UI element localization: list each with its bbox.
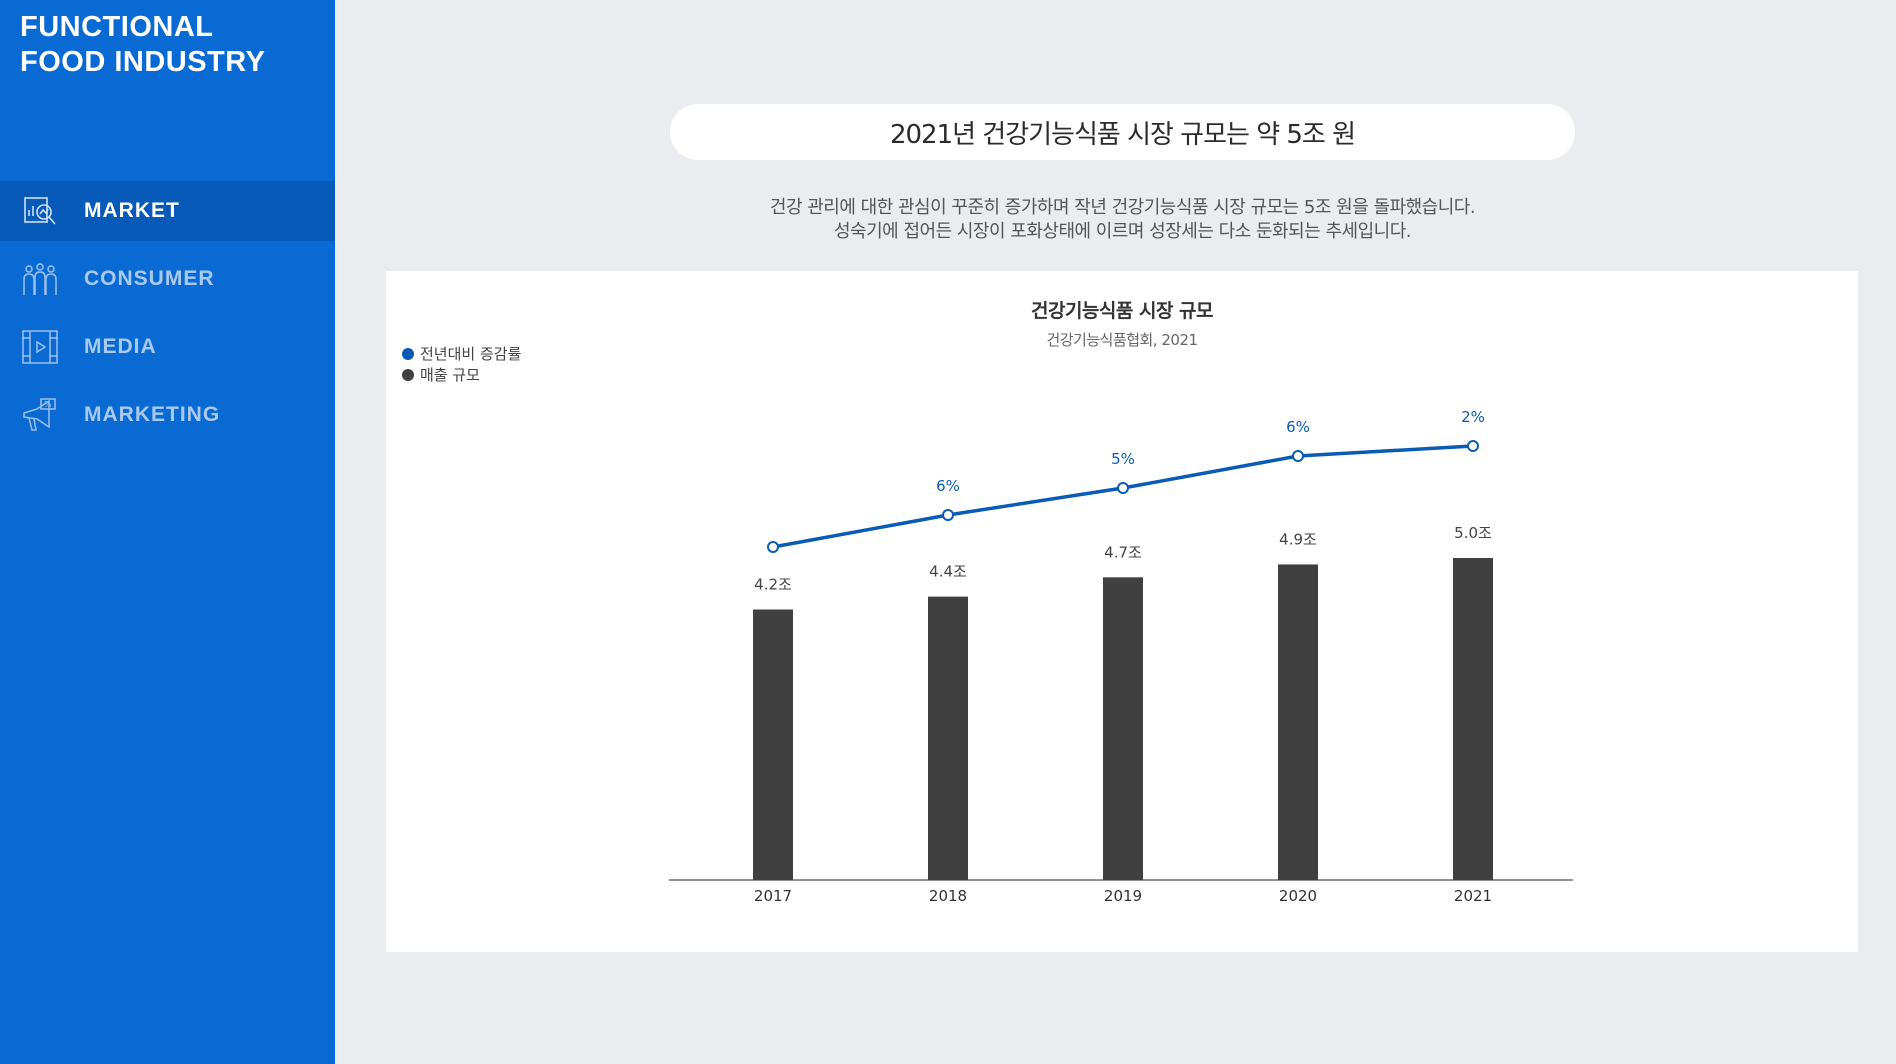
description-line-1: 건강 관리에 대한 관심이 꾸준히 증가하며 작년 건강기능식품 시장 규모는 … [769,197,1476,218]
brand-line-1: FUNCTIONAL [20,11,214,43]
legend-swatch-growth [402,347,414,360]
line-point-2020 [1292,450,1304,462]
bar-2020 [1278,564,1318,880]
bar-label-2017: 4.2조 [754,576,792,594]
sidebar-item-label: CONSUMER [84,267,215,290]
sidebar-item-label: MARKETING [84,403,221,426]
sidebar-item-label: MEDIA [84,335,157,358]
bar-label-2018: 4.4조 [929,563,967,581]
sidebar-nav: MARKET CONSUMER [0,181,335,453]
line-point-2018 [942,509,954,521]
market-analysis-icon [20,191,60,231]
line-point-2019 [1117,482,1129,494]
bar-2017 [753,609,793,880]
svg-text:%: % [44,400,52,409]
chart-legend: 전년대비 증감률 매출 규모 [402,343,521,385]
video-icon [20,327,60,367]
tick-label-2021: 2021 [1454,887,1492,905]
description-line-2: 성숙기에 접어든 시장이 포화상태에 이르며 성장세는 다소 둔화되는 추세입니… [834,221,1411,242]
line-point-2017 [767,541,779,553]
bar-label-2021: 5.0조 [1454,524,1492,542]
chart-subtitle: 건강기능식품협회, 2021 [1046,331,1198,349]
bar-2019 [1103,577,1143,880]
tick-label-2020: 2020 [1279,887,1317,905]
sidebar: FUNCTIONAL FOOD INDUSTRY MARKET [0,0,335,1064]
chart-title: 건강기능식품 시장 규모 [1030,300,1214,322]
line-label-2019: 5% [1111,450,1135,468]
description: 건강 관리에 대한 관심이 꾸준히 증가하며 작년 건강기능식품 시장 규모는 … [600,196,1645,244]
bar-label-2019: 4.7조 [1104,543,1142,561]
line-label-2018: 6% [936,477,960,495]
headline-text: 2021년 건강기능식품 시장 규모는 약 5조 원 [889,119,1356,150]
chart-panel: 건강기능식품 시장 규모 건강기능식품협회, 2021 전년대비 증감률 매출 … [386,271,1858,952]
sidebar-item-market[interactable]: MARKET [0,181,335,241]
legend-item-sales: 매출 규모 [402,364,521,385]
sidebar-item-marketing[interactable]: % MARKETING [0,385,335,445]
sidebar-item-media[interactable]: MEDIA [0,317,335,377]
line-label-2021: 2% [1461,408,1485,426]
legend-label-sales: 매출 규모 [420,366,480,384]
legend-label-growth: 전년대비 증감률 [420,345,522,363]
brand-line-2: FOOD INDUSTRY [20,46,266,78]
bar-2018 [928,596,968,880]
chart-svg: 4.2조 2017 4.4조 2018 4.7조 2019 4.9조 2020 5.0조 2021… [669,408,1573,905]
line-point-2021 [1467,440,1479,452]
headline-banner: 2021년 건강기능식품 시장 규모는 약 5조 원 [670,104,1575,160]
tick-label-2019: 2019 [1104,887,1142,905]
sidebar-item-label: MARKET [84,199,180,222]
legend-item-growth: 전년대비 증감률 [402,343,521,364]
megaphone-icon: % [20,395,60,435]
bar-2021 [1453,558,1493,880]
brand-title[interactable]: FUNCTIONAL FOOD INDUSTRY [20,10,320,80]
tick-label-2018: 2018 [929,887,967,905]
legend-swatch-sales [402,368,414,381]
tick-label-2017: 2017 [754,887,792,905]
line-label-2020: 6% [1286,418,1310,436]
sidebar-item-consumer[interactable]: CONSUMER [0,249,335,309]
bar-label-2020: 4.9조 [1279,530,1317,548]
people-icon [20,259,60,299]
